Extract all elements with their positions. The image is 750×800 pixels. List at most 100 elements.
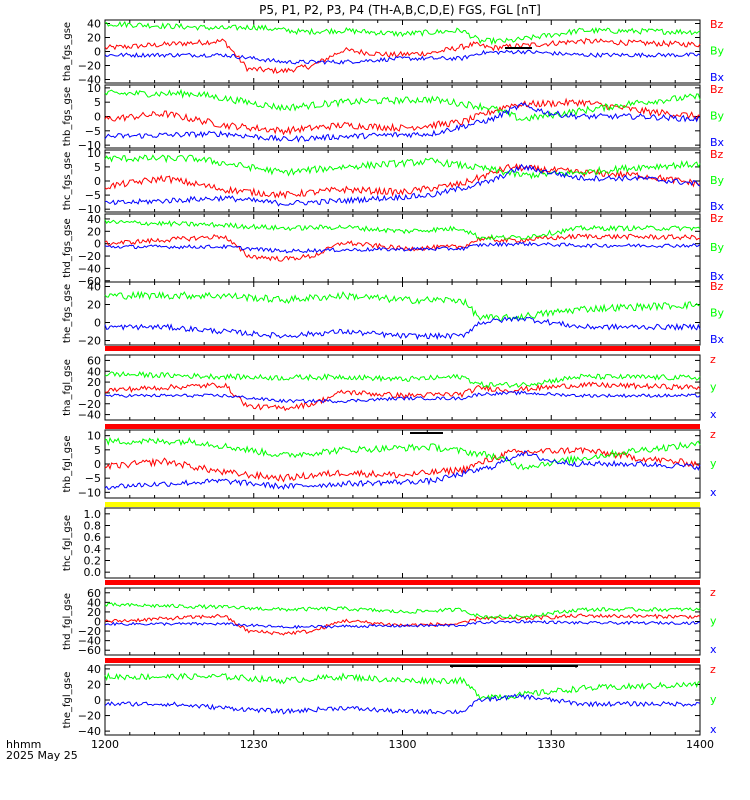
y-tick-label: 0	[94, 694, 101, 707]
time-tick-label: 1330	[537, 738, 565, 751]
quality-flag-bar	[105, 424, 700, 429]
series-line-Bx	[104, 49, 701, 65]
y-axis-label: thb_fgl_gse	[62, 436, 73, 493]
y-tick-label: −40	[78, 262, 101, 275]
legend-entry-y: y	[710, 615, 717, 628]
y-tick-label: 40	[87, 281, 101, 294]
quality-flag-bar	[105, 580, 700, 585]
legend-entry-z: z	[710, 428, 716, 441]
series-line-Bz	[104, 163, 701, 200]
series-line-Bx	[104, 241, 701, 254]
series-line-z	[104, 613, 701, 636]
series-line-y	[104, 602, 701, 620]
legend-entry-Bz: Bz	[710, 148, 724, 161]
y-axis-label: the_fgs_gse	[62, 284, 73, 343]
panel-frame	[104, 19, 701, 84]
series-line-Bz	[104, 37, 701, 75]
legend-entry-Bx: Bx	[710, 136, 725, 149]
y-tick-label: 40	[87, 365, 101, 378]
y-tick-label: 20	[87, 225, 101, 238]
legend-entry-z: z	[710, 353, 716, 366]
series-line-x	[104, 619, 701, 630]
series-line-y	[104, 370, 701, 389]
quality-flag-bar	[105, 658, 700, 663]
legend-entry-By: By	[710, 174, 725, 187]
quality-flag-bar	[105, 502, 700, 507]
y-tick-label: −20	[78, 335, 101, 348]
panel-thb_fgs_gse: 105 0−5−10 thb_fgs_gse Bz By Bx	[62, 82, 725, 152]
y-tick-label: 0	[94, 238, 101, 251]
panel-frame	[104, 281, 701, 346]
y-axis-label: tha_fgs_gse	[62, 22, 73, 81]
y-tick-label: −60	[78, 275, 101, 288]
series-line-x	[104, 450, 701, 491]
series-line-y	[104, 436, 701, 471]
y-tick-label: 20	[87, 376, 101, 389]
time-axis: hhmm 2025 May 25 1200 1230 1300 1330 1400	[6, 738, 714, 762]
legend-entry-Bx: Bx	[710, 270, 725, 283]
y-tick-label: −40	[78, 725, 101, 738]
y-tick-label: 5	[94, 444, 101, 457]
legend-entry-z: z	[710, 586, 716, 599]
legend-entry-Bz: Bz	[710, 18, 724, 31]
y-tick-label: 0.0	[84, 566, 102, 579]
time-tick-label: 1400	[686, 738, 714, 751]
series-line-By	[104, 154, 701, 180]
series-line-By	[104, 88, 701, 122]
y-tick-label: 40	[87, 596, 101, 609]
series-line-By	[104, 290, 701, 322]
series-line-By	[104, 219, 701, 241]
legend-entry-y: y	[710, 457, 717, 470]
y-tick-label: −5	[85, 472, 101, 485]
y-tick-label: 10	[87, 147, 101, 160]
legend-entry-x: x	[710, 643, 717, 656]
y-axis-label: thd_fgl_gse	[62, 593, 73, 650]
y-tick-label: 40	[87, 18, 101, 31]
series-line-x	[104, 390, 701, 404]
y-axis-label: thc_fgl_gse	[62, 515, 73, 571]
y-tick-label: −20	[78, 710, 101, 723]
y-axis-label: thd_fgs_gse	[62, 218, 73, 277]
y-tick-label: −60	[78, 644, 101, 657]
legend-entry-x: x	[710, 408, 717, 421]
time-tick-label: 1200	[91, 738, 119, 751]
y-tick-label: 60	[87, 587, 101, 600]
legend-entry-Bx: Bx	[710, 200, 725, 213]
series-line-Bz	[104, 233, 701, 262]
series-line-By	[104, 20, 701, 46]
series-line-Bx	[104, 163, 701, 207]
y-tick-label: 20	[87, 32, 101, 45]
y-tick-label: 1.0	[84, 508, 102, 521]
legend-entry-z: z	[710, 663, 716, 676]
y-tick-label: 20	[87, 678, 101, 691]
y-tick-label: 0	[94, 175, 101, 188]
plot-title: P5, P1, P2, P3, P4 (TH-A,B,C,D,E) FGS, F…	[259, 3, 541, 17]
series-line-Bz	[104, 97, 701, 136]
y-tick-label: −20	[78, 398, 101, 411]
legend-entry-y: y	[710, 693, 717, 706]
legend-entry-Bx: Bx	[710, 71, 725, 84]
y-tick-label: 40	[87, 213, 101, 226]
y-tick-label: −20	[78, 625, 101, 638]
series-line-Bx	[104, 102, 701, 143]
y-tick-label: 5	[94, 96, 101, 109]
y-axis-label: tha_fgl_gse	[62, 359, 73, 416]
series-line-x	[104, 693, 701, 716]
time-tick-label: 1300	[389, 738, 417, 751]
panel-the_fgs_gse: 40 20 0 −20 the_fgs_gse Bz By Bx	[62, 280, 725, 348]
legend-entry-x: x	[710, 723, 717, 736]
y-axis-label: thc_fgs_gse	[62, 152, 73, 211]
series-line-Bx	[104, 315, 701, 341]
legend-entry-By: By	[710, 110, 725, 123]
legend-entry-Bz: Bz	[710, 280, 724, 293]
date-label: 2025 May 25	[6, 749, 78, 762]
legend-entry-x: x	[710, 486, 717, 499]
y-tick-label: 20	[87, 606, 101, 619]
